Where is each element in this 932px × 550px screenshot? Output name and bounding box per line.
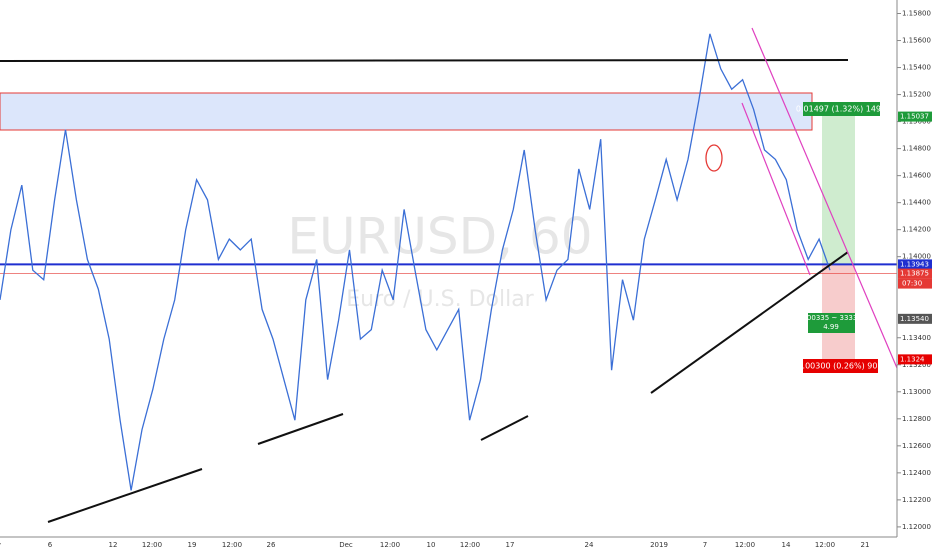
annotation-box [803, 359, 878, 373]
trend-line [47, 468, 203, 523]
x-tick-label: 6 [48, 541, 53, 549]
price-tag [898, 313, 932, 324]
x-tick-label: 24 [585, 541, 594, 549]
supply-zone [0, 92, 813, 131]
y-tick-label: 1.15200 [902, 91, 931, 99]
x-tick-label: Dec [339, 541, 353, 549]
y-tick-label: 1.12200 [902, 496, 931, 504]
x-tick-label: 10 [427, 541, 436, 549]
y-tick-label: 1.14600 [902, 172, 931, 180]
price-tag-label: 1.15037 [900, 113, 929, 121]
x-tick-label: 12:00 [460, 541, 480, 549]
y-tick-label: 1.12400 [902, 469, 931, 477]
y-tick-label: 1.12000 [902, 523, 931, 531]
x-tick-label: 7 [703, 541, 707, 549]
price-tag-label: 1.13943 [900, 260, 929, 268]
resistance-line [0, 59, 849, 62]
x-tick-label: 2019 [650, 541, 668, 549]
x-tick-label: 14 [782, 541, 791, 549]
target-zone [822, 115, 855, 264]
y-tick-label: 1.12800 [902, 415, 931, 423]
y-tick-label: 1.15400 [902, 64, 931, 72]
x-tick-label: 12:00 [815, 541, 835, 549]
countdown: 07:30 [902, 280, 922, 288]
trend-line [650, 251, 849, 394]
price-tag [898, 268, 932, 279]
y-tick-label: 1.14400 [902, 199, 931, 207]
annotation: 0.00300 (0.26%) 900 [797, 362, 882, 371]
y-tick-label: 1.13200 [902, 361, 931, 369]
x-tick-label: 17 [506, 541, 515, 549]
price-tag [898, 354, 932, 365]
stop-zone [822, 264, 855, 359]
y-tick-label: 1.13000 [902, 388, 931, 396]
x-tick-label: 12 [109, 541, 118, 549]
price-tag [898, 111, 932, 122]
price-line-series [0, 33, 831, 491]
annotation: 0.00335 ~ 33333 [800, 314, 862, 322]
x-tick-label: 12:00 [222, 541, 242, 549]
x-tick-label: 12:00 [380, 541, 400, 549]
annotation: 0.01497 (1.32%) 1499 [796, 105, 886, 114]
y-tick-label: 1.13400 [902, 334, 931, 342]
channel-line [751, 27, 898, 369]
y-tick-label: 1.14800 [902, 145, 931, 153]
y-tick-label: 1.14000 [902, 253, 931, 261]
price-tag-label: 1.13875 [900, 270, 929, 278]
y-tick-label: 1.14200 [902, 226, 931, 234]
x-tick-label: 21 [861, 541, 870, 549]
y-tick-label: 1.12600 [902, 442, 931, 450]
trend-line [480, 415, 529, 441]
price-tag-label: 1.1324 [900, 355, 925, 363]
trend-line [257, 413, 344, 445]
x-tick-label: 12:00 [142, 541, 162, 549]
watermark: EURUSD, 60 [287, 208, 592, 266]
highlight-circle [705, 144, 723, 172]
x-tick-label: Nov [0, 541, 1, 549]
x-tick-label: 26 [267, 541, 276, 549]
price-tag [898, 259, 932, 270]
annotation-box [803, 102, 880, 116]
y-tick-label: 1.15600 [902, 37, 931, 45]
annotation-box [808, 313, 855, 333]
y-tick-label: 1.15800 [902, 10, 931, 18]
channel-line [741, 102, 811, 276]
x-tick-label: 12:00 [735, 541, 755, 549]
price-tag-label: 1.13540 [900, 315, 929, 323]
countdown-box [898, 278, 932, 289]
annotation: 4.99 [823, 323, 839, 331]
watermark-sub: Euro / U.S. Dollar [346, 287, 534, 312]
x-tick-label: 19 [188, 541, 197, 549]
